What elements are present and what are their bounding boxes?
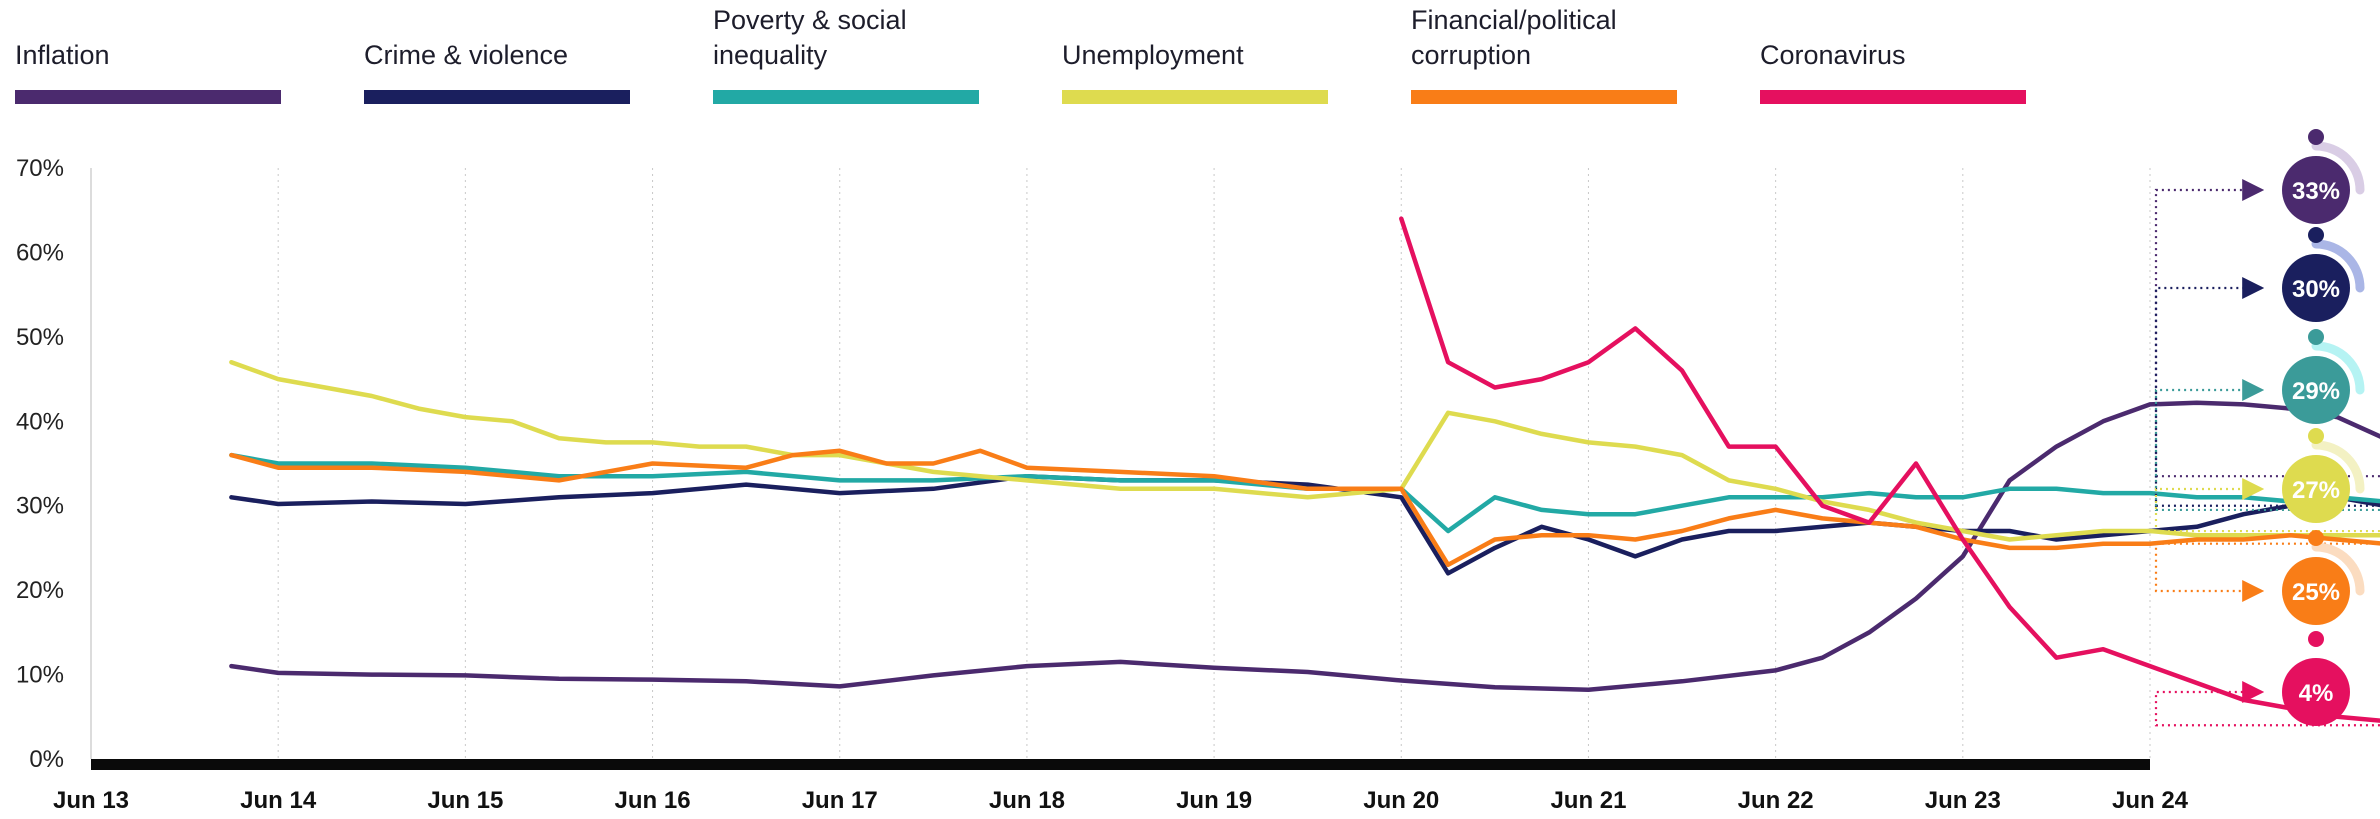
badge-dot [2308,129,2324,145]
badge-label: 29% [2292,378,2340,405]
y-tick-label: 10% [16,662,64,689]
legend-swatch [1062,90,1328,104]
badge-circle [2282,455,2350,523]
gridlines [90,168,2151,759]
legend-swatch [713,90,979,104]
badge-circle [2282,658,2350,726]
x-tick-label: Jun 17 [802,787,878,814]
badge-connector [2154,681,2380,727]
y-tick-label: 70% [16,155,64,182]
y-tick-label: 30% [16,493,64,520]
badge-circle [2282,156,2350,224]
legend-label: Unemployment [1062,40,1244,70]
badge-label: 25% [2292,579,2340,606]
badge-circle [2282,557,2350,625]
badge-label: 33% [2292,178,2340,205]
legend-item-coronavirus: Coronavirus [1760,40,2026,104]
x-tick-label: Jun 24 [2112,787,2189,814]
badge-connector [2154,179,2380,478]
x-tick-label: Jun 23 [1925,787,2001,814]
badge-dot [2308,631,2324,647]
y-tick-label: 40% [16,408,64,435]
x-axis: Jun 13 Jun 14 Jun 15 Jun 16 Jun 17 Jun 18 Jun … [53,759,2189,814]
x-tick-label: Jun 19 [1176,787,1252,814]
badge-dot [2308,329,2324,345]
badge-circle [2282,356,2350,424]
legend-label: Coronavirus [1760,40,1906,70]
x-tick-label: Jun 20 [1363,787,1439,814]
badge-dot [2308,428,2324,444]
badge-ring [2311,239,2365,293]
badge-label: 30% [2292,276,2340,303]
x-axis-bar [91,759,2150,770]
legend-item-poverty-social-inequality: Poverty & social inequality [713,5,979,104]
legend-swatch [1411,90,1677,104]
badge-ring [2311,542,2365,596]
legend-item-crime-violence: Crime & violence [364,40,630,104]
y-axis: 0% 10% 20% 30% 40% 50% 60% 70% [16,155,64,773]
legend-label: Financial/political corruption [1411,5,1617,70]
badge-label: 4% [2299,680,2334,707]
series [229,216,2380,723]
badge-connector [2154,478,2380,533]
badge-ring [2311,643,2365,697]
series-line-inflation [229,400,2380,693]
legend-label: Inflation [15,40,110,70]
badge-connector [2154,542,2380,602]
badge-coronavirus: 4% [2154,631,2380,727]
y-tick-label: 60% [16,239,64,266]
badge-connector [2154,379,2380,512]
badge-dot [2308,227,2324,243]
badge-circle [2282,254,2350,322]
legend-item-unemployment: Unemployment [1062,40,1328,104]
y-tick-label: 20% [16,577,64,604]
x-tick-label: Jun 22 [1738,787,1814,814]
legend-item-financial-political-corruption: Financial/political corruption [1411,5,1677,104]
series-line-coronavirus [1399,216,2380,723]
x-tick-label: Jun 15 [427,787,503,814]
series-line-financial-political-corruption [229,448,2380,568]
badge-crime-violence: 30% [2154,227,2380,507]
badge-label: 27% [2292,477,2340,504]
legend-label: Poverty & social inequality [713,5,907,70]
y-tick-label: 0% [29,746,64,773]
badge-ring [2311,341,2365,395]
legend: Inflation Crime & violence Poverty & socia… [15,5,2026,104]
x-tick-label: Jun 13 [53,787,129,814]
badge-poverty-social-inequality: 29% [2154,329,2380,512]
x-tick-label: Jun 16 [615,787,691,814]
x-tick-label: Jun 18 [989,787,1065,814]
y-tick-label: 50% [16,324,64,351]
end-badges: 33% 30% 29% 27% 25% 4% [2154,129,2380,727]
badge-dot [2308,530,2324,546]
x-tick-label: Jun 21 [1550,787,1626,814]
legend-swatch [15,90,281,104]
badge-financial-political-corruption: 25% [2154,530,2380,625]
series-line-poverty-social-inequality [229,452,2380,534]
badge-ring [2311,141,2365,195]
legend-item-inflation: Inflation [15,40,281,104]
legend-label: Crime & violence [364,40,568,70]
badge-ring [2311,440,2365,494]
legend-swatch [1760,90,2026,104]
legend-swatch [364,90,630,104]
badge-unemployment: 27% [2154,428,2380,533]
x-tick-label: Jun 14 [240,787,317,814]
series-line-unemployment [229,359,2380,542]
